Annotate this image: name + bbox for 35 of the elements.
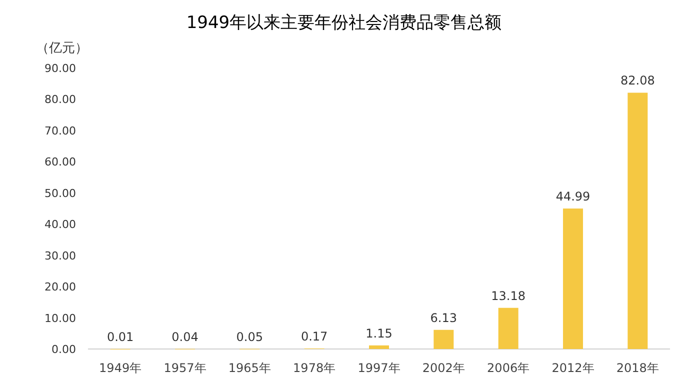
x-tick-label: 1978年: [293, 361, 336, 375]
data-label: 0.05: [236, 330, 264, 344]
bar: [628, 92, 648, 349]
y-tick-label: 30.00: [44, 249, 76, 262]
x-tick-label: 1965年: [228, 361, 271, 375]
x-tick-label: 2006年: [487, 361, 530, 375]
y-axis-title: （亿元）: [36, 41, 88, 56]
bar: [563, 208, 583, 349]
data-label: 6.13: [430, 310, 458, 325]
x-tick-label: 2002年: [422, 361, 465, 375]
y-tick-label: 60.00: [44, 156, 76, 169]
y-tick-label: 50.00: [44, 186, 76, 200]
bar: [498, 308, 518, 349]
data-label: 13.18: [491, 288, 526, 303]
y-tick-label: 0.00: [52, 343, 76, 356]
x-tick-label: 1997年: [358, 361, 400, 375]
x-tick-label: 2012年: [552, 361, 594, 375]
data-label: 1.15: [366, 326, 392, 340]
y-tick-label: 10.00: [44, 312, 76, 325]
bar: [434, 330, 454, 349]
data-label: 0.01: [106, 330, 134, 344]
y-tick-label: 70.00: [44, 124, 76, 138]
y-tick-label: 20.00: [44, 280, 76, 294]
x-tick-label: 2018年: [616, 361, 659, 375]
data-label: 44.99: [556, 190, 590, 204]
x-tick-label: 1957年: [164, 361, 206, 375]
x-tick-label: 1949年: [99, 361, 142, 375]
y-tick-label: 80.00: [44, 93, 76, 106]
bar: [369, 345, 389, 349]
chart-title: 1949年以来主要年份社会消费品零售总额: [186, 13, 502, 33]
y-tick-label: 90.00: [44, 62, 76, 75]
data-label: 0.04: [172, 330, 198, 344]
data-label: 0.17: [300, 329, 328, 344]
y-tick-label: 40.00: [44, 218, 76, 232]
data-label: 82.08: [620, 74, 655, 88]
